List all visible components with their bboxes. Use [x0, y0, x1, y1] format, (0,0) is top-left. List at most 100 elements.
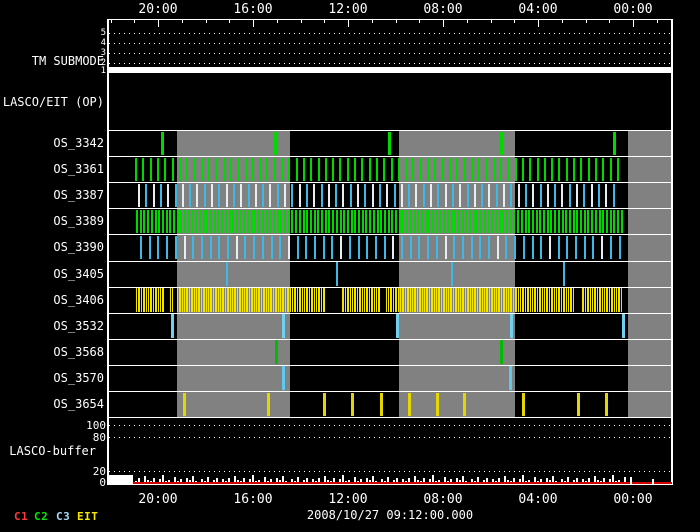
row-label-os_3342: OS_3342	[53, 136, 104, 150]
obs-tick	[318, 288, 320, 312]
obs-tick	[409, 288, 411, 312]
obs-tick	[584, 288, 587, 312]
obs-tick	[301, 288, 303, 312]
obs-tick	[494, 209, 497, 234]
buffer-spike	[471, 479, 473, 484]
obs-tick	[391, 209, 394, 234]
buffer-spike	[144, 476, 146, 484]
obs-tick	[227, 288, 229, 312]
buffer-spike	[297, 477, 299, 484]
obs-tick	[424, 288, 426, 312]
obs-tick	[364, 183, 367, 208]
obs-tick	[208, 288, 210, 312]
obs-tick	[247, 209, 249, 234]
buffer-spike	[432, 475, 434, 484]
buffer-spike	[408, 478, 410, 484]
obs-tick	[280, 209, 283, 234]
buffer-ytick-label: 100	[86, 419, 106, 432]
time-label-bottom: 00:00	[613, 492, 653, 507]
obs-tick	[419, 288, 421, 312]
buffer-spike	[498, 478, 500, 484]
obs-tick	[383, 157, 386, 182]
legend-item-c3: C3	[56, 510, 71, 523]
panel-label-tm-submode: TM SUBMODE	[31, 54, 104, 68]
obs-tick	[438, 288, 440, 312]
obs-tick	[539, 183, 542, 208]
obs-tick	[450, 288, 452, 312]
obs-tick	[560, 288, 563, 312]
obs-tick	[419, 157, 422, 182]
obs-tick	[143, 209, 146, 234]
obs-tick	[553, 288, 555, 312]
obs-tick	[308, 288, 311, 312]
obs-tick	[195, 209, 198, 234]
obs-tick	[514, 157, 517, 182]
obs-tick	[503, 183, 505, 208]
obs-tick	[317, 209, 320, 234]
obs-tick	[222, 157, 225, 182]
obs-tick	[366, 235, 369, 260]
obs-tick	[212, 288, 215, 312]
row-separator	[107, 312, 673, 314]
buffer-gridline	[109, 471, 671, 472]
buffer-spike	[270, 479, 272, 484]
obs-tick	[463, 392, 466, 417]
obs-tick	[620, 288, 623, 312]
buffer-spike	[594, 476, 596, 484]
obs-tick	[436, 288, 438, 312]
obs-tick	[557, 209, 560, 234]
obs-tick	[350, 209, 353, 234]
obs-tick	[573, 157, 575, 182]
obs-tick	[244, 157, 247, 182]
obs-tick	[462, 288, 464, 312]
obs-tick	[461, 209, 464, 234]
obs-tick	[616, 288, 618, 312]
obs-tick	[414, 288, 416, 312]
obs-tick	[258, 288, 260, 312]
legend-item-c2: C2	[34, 510, 49, 523]
obs-tick	[236, 288, 239, 312]
buffer-spike	[444, 477, 446, 484]
obs-tick	[237, 157, 240, 182]
obs-tick	[557, 235, 560, 260]
obs-tick	[235, 209, 238, 234]
obs-tick	[160, 288, 162, 312]
obs-tick	[505, 235, 508, 260]
obs-tick	[224, 209, 227, 234]
obs-tick	[288, 157, 291, 182]
obs-tick	[136, 288, 138, 312]
obs-tick	[509, 209, 512, 234]
obs-tick	[514, 235, 517, 260]
obs-tick	[295, 157, 298, 182]
obs-tick	[470, 157, 473, 182]
obs-tick	[187, 209, 190, 234]
obs-tick	[520, 288, 522, 312]
obs-tick	[181, 288, 183, 312]
obs-tick	[310, 157, 313, 182]
obs-tick	[218, 183, 221, 208]
obs-tick	[444, 183, 447, 208]
obs-tick	[400, 183, 403, 208]
obs-tick	[272, 288, 275, 312]
obs-tick	[576, 183, 578, 208]
row-separator	[107, 338, 673, 340]
obs-tick	[279, 235, 282, 260]
buffer-spike	[207, 477, 209, 484]
obs-tick	[508, 288, 510, 312]
obs-tick	[251, 157, 254, 182]
plot-right-border	[671, 19, 673, 484]
obs-tick	[208, 157, 210, 182]
obs-tick	[172, 288, 174, 312]
obs-tick	[268, 288, 270, 312]
buffer-spike	[180, 479, 182, 484]
obs-tick	[512, 288, 515, 312]
axis-minor-tick	[276, 19, 278, 23]
obs-tick	[138, 288, 140, 312]
obs-tick	[407, 288, 409, 312]
obs-tick	[605, 183, 608, 208]
obs-tick	[464, 288, 467, 312]
obs-tick	[291, 183, 294, 208]
obs-tick	[339, 209, 342, 234]
obs-tick	[260, 288, 263, 312]
